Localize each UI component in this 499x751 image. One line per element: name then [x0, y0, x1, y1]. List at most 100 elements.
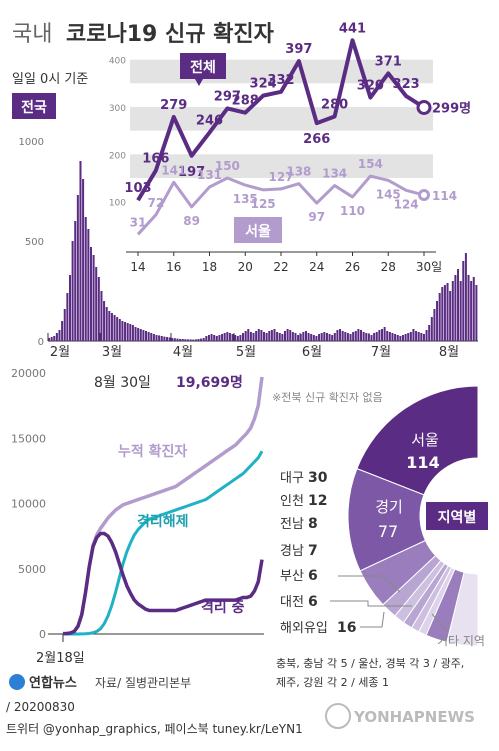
national-bar: [142, 330, 145, 341]
national-bar: [239, 335, 242, 341]
national-bar: [189, 339, 192, 341]
source: 자료/ 질병관리본부: [95, 676, 191, 690]
national-bar: [89, 247, 92, 341]
national-bar: [192, 339, 195, 341]
national-bar: [249, 332, 252, 341]
national-bar: [103, 301, 106, 341]
national-bar: [302, 332, 305, 341]
donut-slice: [356, 385, 479, 496]
national-bar: [202, 338, 205, 341]
inset-data-label: 288: [232, 94, 259, 109]
national-bar: [281, 334, 284, 341]
national-bar: [121, 321, 124, 341]
national-bar: [380, 329, 384, 341]
national-bar: [181, 339, 184, 341]
national-xtick: 8월: [439, 345, 459, 360]
national-bar: [176, 338, 179, 341]
region-name: 해외유입: [280, 621, 328, 636]
national-bar: [365, 333, 368, 341]
donut-value-gyeonggi: 77: [378, 522, 398, 541]
national-bar: [48, 338, 51, 341]
national-bar: [304, 331, 307, 341]
donut-label-gyeonggi: 경기: [375, 498, 403, 516]
cumulative-ytick: 20000: [11, 367, 46, 380]
cumulative-ytick: 5000: [18, 563, 46, 576]
inset-data-label: 145: [376, 187, 401, 201]
national-bar: [228, 333, 231, 341]
national-bar: [50, 337, 53, 341]
inset-data-label: 97: [308, 210, 325, 224]
donut-slice: [446, 571, 479, 647]
cumulative-ytick: 15000: [11, 432, 46, 445]
national-bar: [297, 335, 300, 341]
national-bar: [289, 330, 292, 341]
region-count: 16: [337, 620, 356, 636]
inset-data-label: 299명: [432, 100, 471, 116]
inset-data-label: 166: [142, 151, 169, 166]
national-bar: [265, 333, 268, 341]
national-bar: [443, 285, 446, 341]
national-bar: [160, 336, 163, 341]
national-bar: [346, 333, 349, 341]
national-bar: [396, 335, 399, 341]
inset-grid-band: [130, 154, 433, 178]
inset-data-label: 397: [285, 42, 312, 57]
national-bar: [388, 332, 391, 341]
national-bar: [323, 332, 326, 341]
national-bar: [236, 336, 239, 341]
national-bar: [367, 334, 370, 341]
national-bar: [341, 331, 344, 341]
national-bar: [171, 338, 174, 341]
donut-title: 지역별: [438, 509, 477, 526]
inset-data-label: 127: [268, 170, 293, 184]
inset-data-label: 154: [358, 157, 383, 171]
region-count: 7: [308, 543, 318, 559]
national-bar: [307, 333, 310, 341]
national-xtick: 6월: [302, 345, 322, 360]
national-bar: [315, 336, 318, 341]
watermark-icon: [325, 703, 351, 729]
national-bar: [417, 332, 420, 341]
national-bar: [84, 217, 87, 341]
national-bar: [207, 335, 210, 341]
national-bar: [105, 307, 108, 341]
national-bar: [100, 291, 103, 341]
national-bar: [252, 333, 255, 341]
inset-xtick: 22: [273, 260, 288, 274]
national-bar: [430, 317, 433, 341]
national-bar: [375, 332, 378, 341]
national-bar: [63, 309, 66, 341]
regional-note: ※전북 신규 확진자 없음: [272, 391, 383, 404]
national-bar: [244, 331, 247, 341]
national-bar: [475, 285, 478, 341]
other-detail-2: 제주, 강원 각 2 / 세종 1: [276, 676, 389, 689]
national-bar: [451, 281, 454, 341]
national-bar: [438, 293, 441, 341]
national-bar: [116, 317, 119, 341]
national-bar: [168, 337, 171, 341]
inset-xtick: 14: [130, 260, 145, 274]
region-count: 6: [308, 568, 318, 584]
label-isolated: 격리 중: [201, 599, 245, 616]
national-bar: [215, 336, 218, 341]
national-bar: [68, 275, 71, 341]
inset-xtick: 26: [345, 260, 360, 274]
national-bar: [433, 309, 436, 341]
national-bar: [467, 275, 470, 341]
national-xtick: 2월: [50, 345, 70, 360]
social-links: 트위터 @yonhap_graphics, 페이스북 tuney.kr/LeYN…: [6, 722, 303, 736]
logo-text: 연합뉴스: [29, 675, 77, 691]
national-ytick: 500: [25, 237, 44, 248]
national-bar: [391, 333, 394, 341]
national-bar: [270, 330, 273, 341]
national-bar: [383, 327, 386, 341]
inset-data-label: 103: [124, 181, 151, 196]
inset-data-label: 279: [160, 98, 187, 113]
region-count: 6: [308, 594, 318, 610]
national-bar: [378, 330, 381, 341]
national-bar: [134, 327, 137, 341]
national-bar: [436, 301, 439, 341]
national-bar: [210, 334, 213, 341]
donut-value-seoul: 114: [406, 453, 439, 472]
